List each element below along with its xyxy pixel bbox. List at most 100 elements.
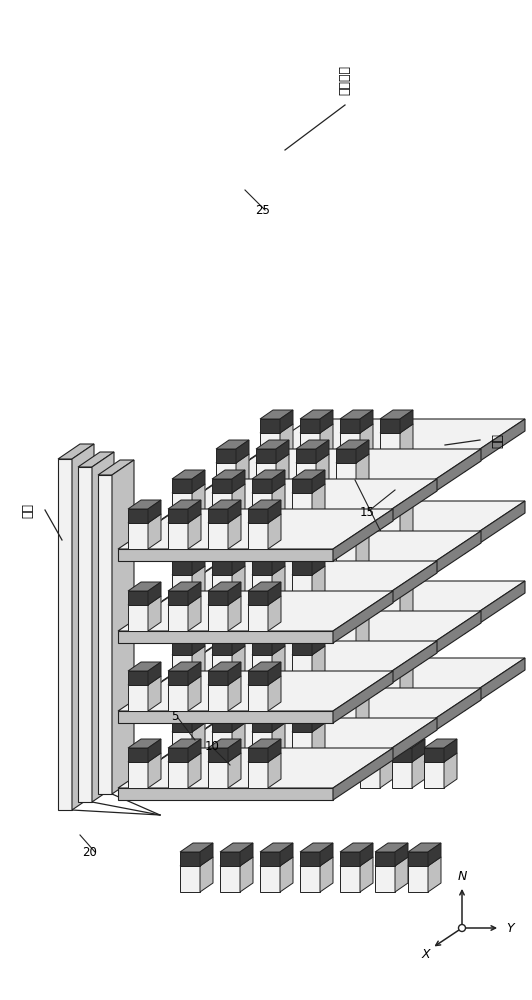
- Polygon shape: [276, 679, 289, 702]
- Polygon shape: [172, 552, 205, 561]
- Polygon shape: [252, 641, 272, 655]
- Polygon shape: [250, 501, 525, 541]
- Polygon shape: [228, 753, 241, 788]
- Polygon shape: [292, 552, 325, 561]
- Polygon shape: [392, 676, 425, 685]
- Polygon shape: [148, 582, 161, 605]
- Polygon shape: [280, 857, 293, 892]
- Polygon shape: [216, 531, 236, 545]
- Polygon shape: [250, 541, 465, 553]
- Polygon shape: [412, 585, 425, 608]
- Polygon shape: [333, 591, 393, 643]
- Polygon shape: [208, 753, 241, 762]
- Polygon shape: [360, 582, 393, 591]
- Polygon shape: [360, 572, 373, 595]
- Polygon shape: [216, 625, 236, 651]
- Polygon shape: [340, 419, 360, 433]
- Polygon shape: [424, 594, 444, 608]
- Polygon shape: [260, 515, 280, 541]
- Polygon shape: [340, 658, 360, 672]
- Polygon shape: [360, 857, 373, 892]
- Polygon shape: [340, 492, 373, 501]
- Text: 字线: 字线: [492, 432, 504, 448]
- Polygon shape: [412, 676, 425, 711]
- Polygon shape: [252, 484, 285, 493]
- Polygon shape: [128, 509, 148, 523]
- Polygon shape: [248, 685, 268, 711]
- Polygon shape: [360, 608, 380, 634]
- Polygon shape: [424, 762, 444, 788]
- Polygon shape: [280, 843, 293, 866]
- Polygon shape: [256, 454, 289, 463]
- Polygon shape: [208, 662, 241, 671]
- Polygon shape: [400, 424, 413, 459]
- Polygon shape: [212, 732, 232, 758]
- Polygon shape: [392, 739, 425, 748]
- Polygon shape: [292, 575, 312, 601]
- Polygon shape: [256, 688, 276, 702]
- Polygon shape: [312, 723, 325, 758]
- Polygon shape: [248, 739, 281, 748]
- Polygon shape: [296, 693, 329, 702]
- Polygon shape: [320, 492, 333, 515]
- Polygon shape: [380, 419, 400, 433]
- Polygon shape: [208, 523, 228, 549]
- Polygon shape: [380, 658, 400, 672]
- Polygon shape: [276, 454, 289, 489]
- Polygon shape: [424, 685, 444, 711]
- Polygon shape: [148, 739, 161, 762]
- Polygon shape: [292, 561, 312, 575]
- Polygon shape: [340, 649, 373, 658]
- Polygon shape: [340, 433, 360, 459]
- Polygon shape: [192, 646, 205, 681]
- Polygon shape: [296, 449, 316, 463]
- Polygon shape: [356, 454, 369, 489]
- Polygon shape: [336, 449, 356, 463]
- Polygon shape: [172, 718, 192, 732]
- Polygon shape: [312, 646, 325, 681]
- Polygon shape: [340, 866, 360, 892]
- Polygon shape: [312, 552, 325, 575]
- Polygon shape: [392, 599, 425, 608]
- Polygon shape: [292, 484, 325, 493]
- Polygon shape: [336, 545, 356, 571]
- Polygon shape: [256, 693, 289, 702]
- Polygon shape: [300, 857, 333, 866]
- Polygon shape: [412, 676, 425, 711]
- Polygon shape: [465, 501, 525, 553]
- Polygon shape: [272, 484, 285, 519]
- Polygon shape: [248, 582, 281, 591]
- Polygon shape: [256, 702, 276, 728]
- Polygon shape: [292, 718, 312, 732]
- Polygon shape: [380, 506, 413, 515]
- Polygon shape: [256, 545, 276, 571]
- Polygon shape: [421, 449, 481, 501]
- Polygon shape: [356, 522, 369, 545]
- Polygon shape: [248, 591, 268, 605]
- Polygon shape: [392, 685, 412, 711]
- Polygon shape: [232, 484, 245, 519]
- Polygon shape: [208, 748, 228, 762]
- Polygon shape: [252, 566, 285, 575]
- Polygon shape: [260, 433, 280, 459]
- Polygon shape: [392, 662, 425, 671]
- Polygon shape: [380, 753, 393, 788]
- Polygon shape: [252, 718, 272, 732]
- Polygon shape: [380, 649, 413, 658]
- Polygon shape: [212, 561, 232, 575]
- Polygon shape: [392, 676, 425, 685]
- Polygon shape: [252, 709, 285, 718]
- Polygon shape: [292, 723, 325, 732]
- Polygon shape: [168, 762, 188, 788]
- Polygon shape: [216, 454, 249, 463]
- Polygon shape: [232, 566, 245, 601]
- Polygon shape: [392, 671, 412, 685]
- Polygon shape: [292, 566, 325, 575]
- Polygon shape: [172, 484, 205, 493]
- Polygon shape: [336, 679, 369, 688]
- Polygon shape: [208, 685, 228, 711]
- Polygon shape: [58, 459, 72, 810]
- Polygon shape: [292, 709, 325, 718]
- Polygon shape: [340, 581, 360, 595]
- Polygon shape: [188, 676, 201, 711]
